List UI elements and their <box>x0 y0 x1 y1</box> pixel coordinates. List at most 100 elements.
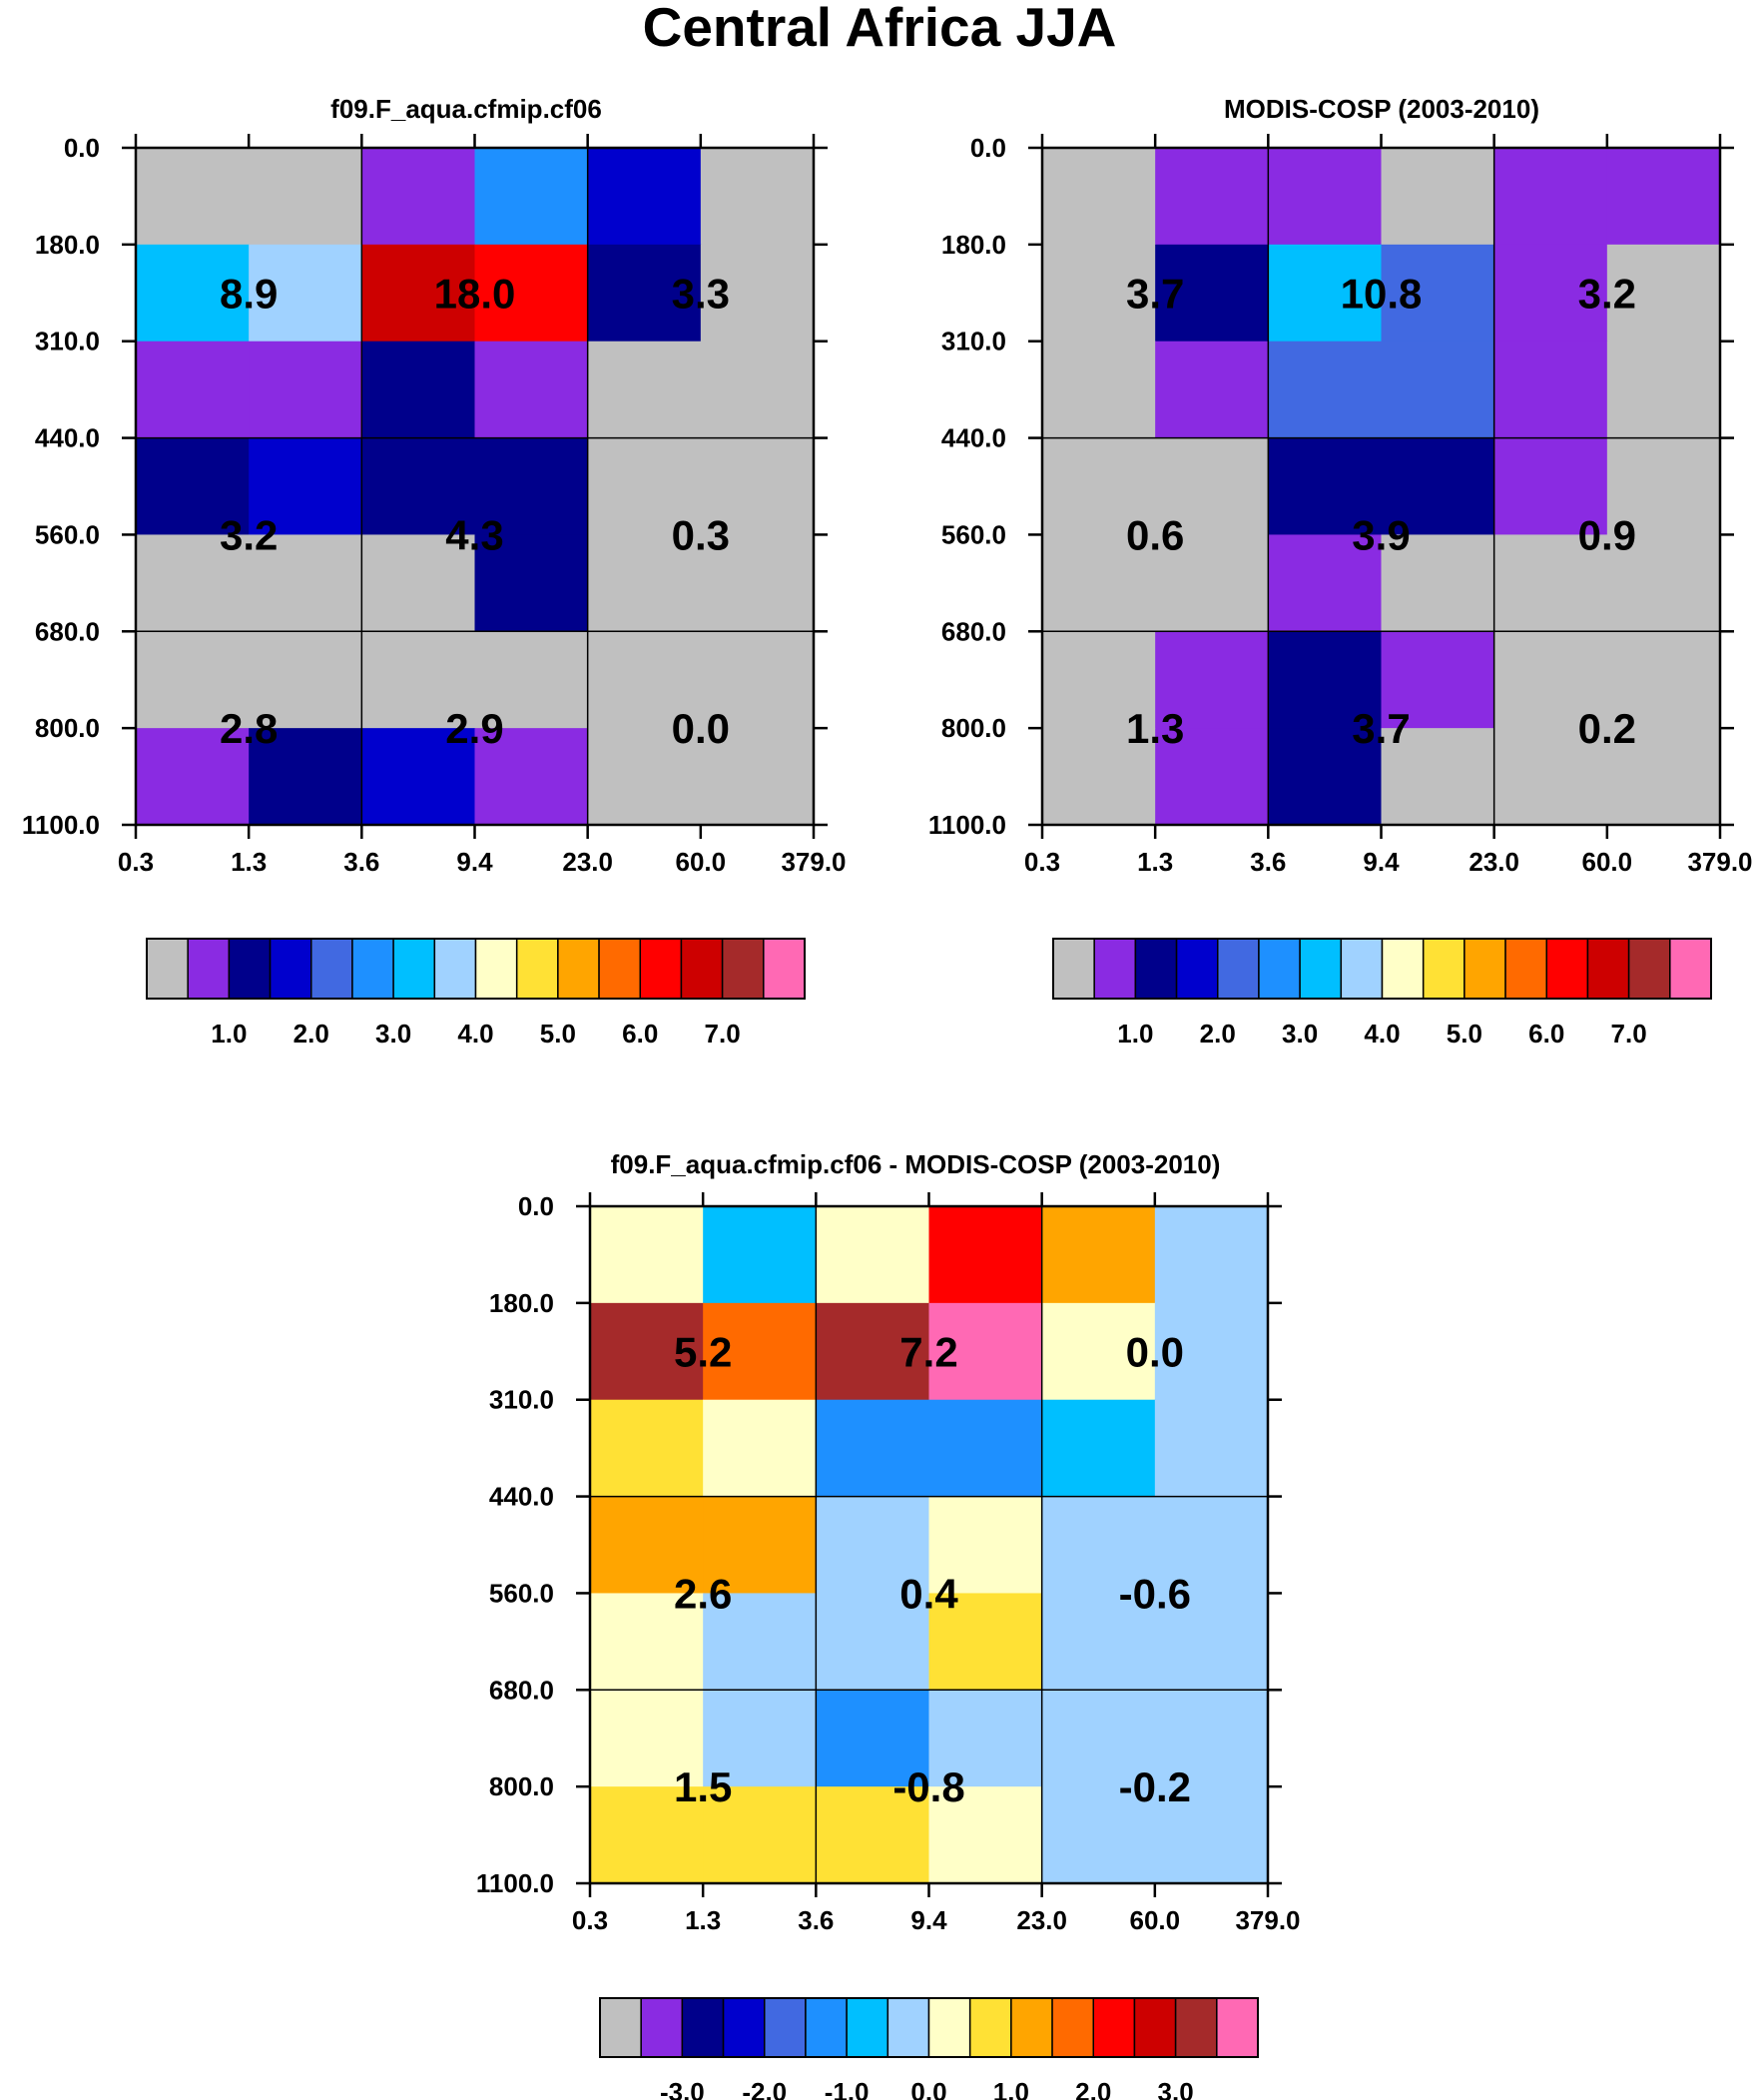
y-tick-label: 310.0 <box>941 327 1006 356</box>
heatmap-cell <box>136 244 250 343</box>
heatmap-cell <box>1154 1690 1269 1787</box>
y-tick-label: 310.0 <box>35 327 100 356</box>
block-value-label: 0.2 <box>1578 705 1636 752</box>
heatmap-cell <box>587 341 702 439</box>
heatmap-cell <box>1041 1496 1156 1595</box>
heatmap-cell <box>816 1302 930 1401</box>
x-tick-label: 3.6 <box>1250 847 1286 877</box>
x-tick-label: 1.3 <box>685 1905 721 1935</box>
x-tick-label: 0.3 <box>572 1905 608 1935</box>
colorbar-label: 7.0 <box>705 1019 741 1049</box>
heatmap-cell <box>1268 244 1383 343</box>
block-value-label: 3.3 <box>672 270 730 317</box>
y-tick-label: 800.0 <box>489 1771 554 1801</box>
heatmap-cell <box>474 341 589 439</box>
heatmap-cell <box>1041 1786 1156 1884</box>
heatmap-cell <box>361 728 476 826</box>
heatmap-cell <box>249 437 362 536</box>
block-value-label: -0.6 <box>1119 1570 1191 1617</box>
heatmap-cell <box>928 1206 1043 1304</box>
heatmap-cell <box>703 1399 817 1498</box>
x-tick-label: 1.3 <box>1137 847 1173 877</box>
colorbar-swatch <box>1464 938 1506 1000</box>
colorbar-swatch <box>598 938 641 1000</box>
colorbar-swatch <box>1381 938 1425 1000</box>
heatmap-cell <box>700 534 815 632</box>
x-tick-label: 379.0 <box>781 847 846 877</box>
colorbar-swatch <box>805 1997 848 2058</box>
heatmap-cell <box>1155 534 1269 632</box>
block-value-label: 5.2 <box>674 1328 732 1375</box>
y-tick-label: 440.0 <box>941 423 1006 453</box>
colorbar-label: 1.0 <box>211 1019 247 1049</box>
colorbar-label: 3.0 <box>1158 2077 1194 2100</box>
colorbar-swatch <box>1627 938 1671 1000</box>
colorbar-swatch <box>433 938 477 1000</box>
colorbar-label: 4.0 <box>1364 1019 1400 1049</box>
block-value-label: 1.5 <box>674 1763 732 1810</box>
x-tick-label: 379.0 <box>1235 1905 1300 1935</box>
heatmap-cell <box>1041 1302 1156 1401</box>
heatmap-cell <box>249 728 362 826</box>
colorbar-swatch <box>722 1997 766 2058</box>
colorbar-swatch <box>1545 938 1589 1000</box>
heatmap-cell <box>703 1302 817 1401</box>
colorbar-swatch <box>1504 938 1547 1000</box>
heatmap-cell <box>474 244 589 343</box>
heatmap-cell <box>816 1399 930 1498</box>
heatmap-cell <box>361 341 476 439</box>
heatmap-cell <box>1606 437 1721 536</box>
heatmap-cell <box>928 1399 1043 1498</box>
x-tick-label: 3.6 <box>798 1905 834 1935</box>
heatmap-cell <box>590 1786 704 1884</box>
heatmap-cell <box>136 341 250 439</box>
heatmap-cell <box>1155 148 1269 246</box>
heatmap-cell <box>587 244 702 343</box>
page-title: Central Africa JJA <box>643 0 1117 58</box>
heatmap-cell <box>1041 1690 1156 1787</box>
heatmap-cell <box>1381 728 1495 826</box>
colorbar-swatch <box>1669 938 1712 1000</box>
colorbar-label: 6.0 <box>622 1019 658 1049</box>
heatmap-cell <box>136 437 250 536</box>
block-value-label: 3.7 <box>1126 270 1184 317</box>
heatmap-cell <box>361 631 476 729</box>
heatmap-cell <box>1042 631 1156 729</box>
colorbar-label: 7.0 <box>1611 1019 1647 1049</box>
heatmap-cell <box>816 1496 930 1595</box>
heatmap-cell <box>703 1786 817 1884</box>
colorbar-label: 0.0 <box>910 2077 946 2100</box>
colorbar-frame <box>1052 938 1712 1000</box>
colorbar-swatch <box>228 938 272 1000</box>
colorbar-label: 1.0 <box>1117 1019 1153 1049</box>
block-value-label: 3.7 <box>1352 705 1410 752</box>
heatmap-cell <box>590 1690 704 1787</box>
heatmap-cell <box>1155 728 1269 826</box>
heatmap-cell <box>703 1690 817 1787</box>
colorbar-label: 5.0 <box>540 1019 576 1049</box>
colorbar-swatch <box>1092 1997 1136 2058</box>
colorbar-swatch <box>474 938 518 1000</box>
colorbar-label: 6.0 <box>1528 1019 1564 1049</box>
heatmap-cell <box>1155 437 1269 536</box>
x-tick-label: 9.4 <box>1363 847 1400 877</box>
block-value-label: -0.8 <box>892 1763 964 1810</box>
heatmap-cell <box>1268 534 1383 632</box>
x-tick-label: 23.0 <box>562 847 613 877</box>
heatmap-cell <box>361 534 476 632</box>
heatmap-cell <box>1155 244 1269 343</box>
heatmap-cell <box>1606 631 1721 729</box>
heatmap-cell <box>249 341 362 439</box>
heatmap-cell <box>587 148 702 246</box>
x-tick-label: 0.3 <box>118 847 154 877</box>
y-tick-label: 560.0 <box>489 1578 554 1608</box>
y-tick-label: 310.0 <box>489 1385 554 1415</box>
heatmap-cell <box>928 1593 1043 1691</box>
heatmap-cell <box>928 1786 1043 1884</box>
heatmap-cell <box>1493 534 1608 632</box>
block-value-label: 0.0 <box>1126 1328 1184 1375</box>
heatmap-cell <box>1041 1593 1156 1691</box>
heatmap-cell <box>474 534 589 632</box>
heatmap-cell <box>136 148 250 246</box>
heatmap-cell <box>1493 148 1608 246</box>
